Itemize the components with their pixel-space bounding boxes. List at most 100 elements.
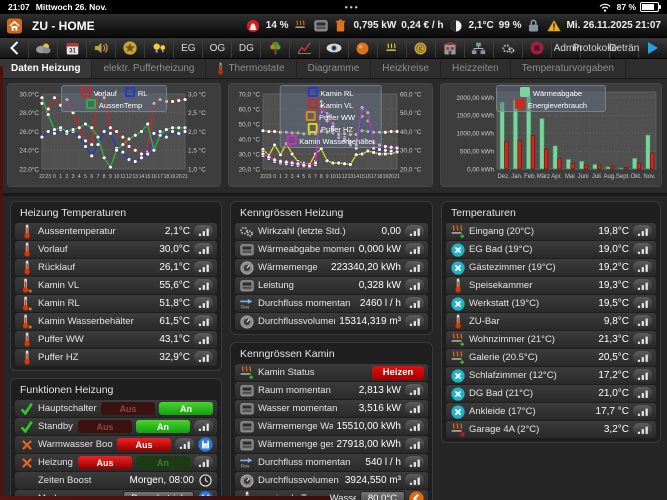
tab-elektr-pufferheizung[interactable]: elektr. Pufferheizung: [92, 59, 207, 78]
tab-heizkreise[interactable]: Heizkreise: [371, 59, 441, 78]
chart-icon[interactable]: [290, 38, 320, 58]
alarm-icon[interactable]: [246, 18, 261, 33]
screen-icon: [239, 437, 254, 452]
home-icon[interactable]: [7, 18, 22, 33]
history-chart-button[interactable]: [633, 387, 652, 400]
chart-kamin-puffer[interactable]: Kamin RL Kamin VL Puffer WW Puffer HZ Kamin …: [228, 83, 433, 187]
gear-icon[interactable]: [494, 38, 523, 58]
history-chart-button[interactable]: [405, 384, 424, 397]
stop-icon[interactable]: [523, 38, 552, 58]
history-chart-button[interactable]: [633, 225, 652, 238]
x-circle-icon: [450, 368, 465, 383]
history-chart-button[interactable]: [633, 333, 652, 346]
toolbar-button-room-eg[interactable]: EG: [174, 38, 204, 58]
tab-daten-heizung[interactable]: Daten Heizung: [0, 59, 93, 78]
history-chart-button[interactable]: [405, 402, 424, 415]
tab-label: Daten Heizung: [11, 63, 81, 74]
moon-icon[interactable]: [449, 18, 464, 33]
history-chart-button[interactable]: [633, 243, 652, 256]
history-chart-button[interactable]: [405, 261, 424, 274]
row-label: Standby: [38, 421, 73, 432]
calendar-icon[interactable]: 31: [58, 38, 88, 58]
toggle-aus[interactable]: Aus: [78, 456, 132, 469]
screen-icon[interactable]: [313, 18, 328, 33]
tools-icon[interactable]: Admin: [552, 38, 582, 58]
toggle-an[interactable]: An: [136, 456, 190, 469]
history-chart-button[interactable]: [405, 315, 424, 328]
warning-icon[interactable]: [546, 18, 561, 33]
history-chart-button[interactable]: [633, 297, 652, 310]
chevron-back-icon[interactable]: [0, 38, 30, 58]
status-badge: Heizen: [372, 365, 424, 380]
history-chart-button[interactable]: [194, 261, 213, 274]
toolbar-button-protokolle[interactable]: Protokolle: [573, 38, 617, 58]
lights-icon[interactable]: [145, 38, 175, 58]
history-chart-button[interactable]: [405, 279, 424, 292]
ball-icon[interactable]: [349, 38, 378, 58]
history-chart-button[interactable]: [633, 405, 652, 418]
heating-icon[interactable]: [293, 18, 308, 33]
history-chart-button[interactable]: [194, 420, 213, 433]
tab-diagramme[interactable]: Diagramme: [297, 59, 372, 78]
history-chart-button[interactable]: [633, 369, 652, 382]
tree-icon[interactable]: [261, 38, 291, 58]
history-chart-button[interactable]: [633, 315, 652, 328]
heating-yellow-icon[interactable]: [378, 38, 407, 58]
history-chart-button[interactable]: [405, 225, 424, 238]
row-value: 0,00: [381, 226, 401, 237]
history-chart-button[interactable]: [405, 474, 424, 487]
svg-text:Apr.: Apr.: [551, 174, 562, 180]
history-chart-button[interactable]: [194, 351, 213, 364]
trash-icon[interactable]: [333, 18, 348, 33]
history-chart-button[interactable]: [633, 351, 652, 364]
svg-text:2000,00 kWh: 2000,00 kWh: [456, 95, 494, 102]
toggle-aus[interactable]: Aus: [117, 438, 171, 451]
page-back-icon[interactable]: [409, 491, 424, 500]
radiator-x-icon: [450, 422, 465, 437]
history-chart-button[interactable]: [194, 297, 213, 310]
history-chart-button[interactable]: [194, 279, 213, 292]
eye-icon[interactable]: [320, 38, 349, 58]
history-chart-button[interactable]: [405, 420, 424, 433]
save-icon[interactable]: [198, 437, 213, 452]
toggle-an[interactable]: An: [159, 402, 213, 415]
history-chart-button[interactable]: [194, 333, 213, 346]
toggle-aus[interactable]: Aus: [78, 420, 132, 433]
history-chart-button[interactable]: [194, 456, 213, 469]
tab-temperaturvorgaben[interactable]: Temperaturvorgaben: [511, 59, 626, 78]
clock-icon[interactable]: [198, 473, 213, 488]
toggle-an[interactable]: An: [136, 420, 190, 433]
chart-monthly-energy[interactable]: Wärmeabgabe Energieverbrauch 2000,00 kWh 15…: [440, 83, 662, 187]
history-chart-button[interactable]: [405, 438, 424, 451]
coin-icon[interactable]: €: [407, 38, 436, 58]
tab-heizzeiten[interactable]: Heizzeiten: [441, 59, 511, 78]
chart-temperatures-heating[interactable]: Vorlauf RL AussenTemp 30.0°C 28.0°C 26.0°C 24.…: [7, 83, 221, 187]
tab-thermostate[interactable]: Thermostate: [206, 59, 297, 78]
play-icon[interactable]: [639, 38, 667, 58]
history-chart-button[interactable]: [405, 243, 424, 256]
history-chart-button[interactable]: [194, 315, 213, 328]
weather-icon[interactable]: [29, 38, 59, 58]
network-icon[interactable]: [465, 38, 494, 58]
history-chart-button[interactable]: [633, 423, 652, 436]
toolbar-button-room-dg[interactable]: DG: [232, 38, 262, 58]
history-chart-button[interactable]: [633, 261, 652, 274]
row-label: Warmwasser Boost: [38, 439, 113, 450]
lock-icon[interactable]: [526, 18, 541, 33]
toggle-aus[interactable]: Aus: [101, 402, 155, 415]
history-chart-button[interactable]: [405, 456, 424, 469]
history-chart-button[interactable]: [194, 225, 213, 238]
svg-text:20,0 °C: 20,0 °C: [400, 165, 422, 173]
row-label: Zeiten Boost: [38, 475, 92, 486]
history-chart-button[interactable]: [633, 279, 652, 292]
building-icon[interactable]: [436, 38, 465, 58]
speaker-icon[interactable]: [87, 38, 117, 58]
value-button[interactable]: 80,0°C: [359, 490, 405, 500]
toolbar-button-room-og[interactable]: OG: [203, 38, 233, 58]
history-chart-button[interactable]: [405, 297, 424, 310]
history-chart-button[interactable]: [194, 243, 213, 256]
history-chart-button[interactable]: [175, 438, 194, 451]
toolbar-button-getraenke[interactable]: Geträn: [609, 38, 639, 58]
svg-text:3: 3: [72, 174, 75, 180]
star-icon[interactable]: [116, 38, 146, 58]
